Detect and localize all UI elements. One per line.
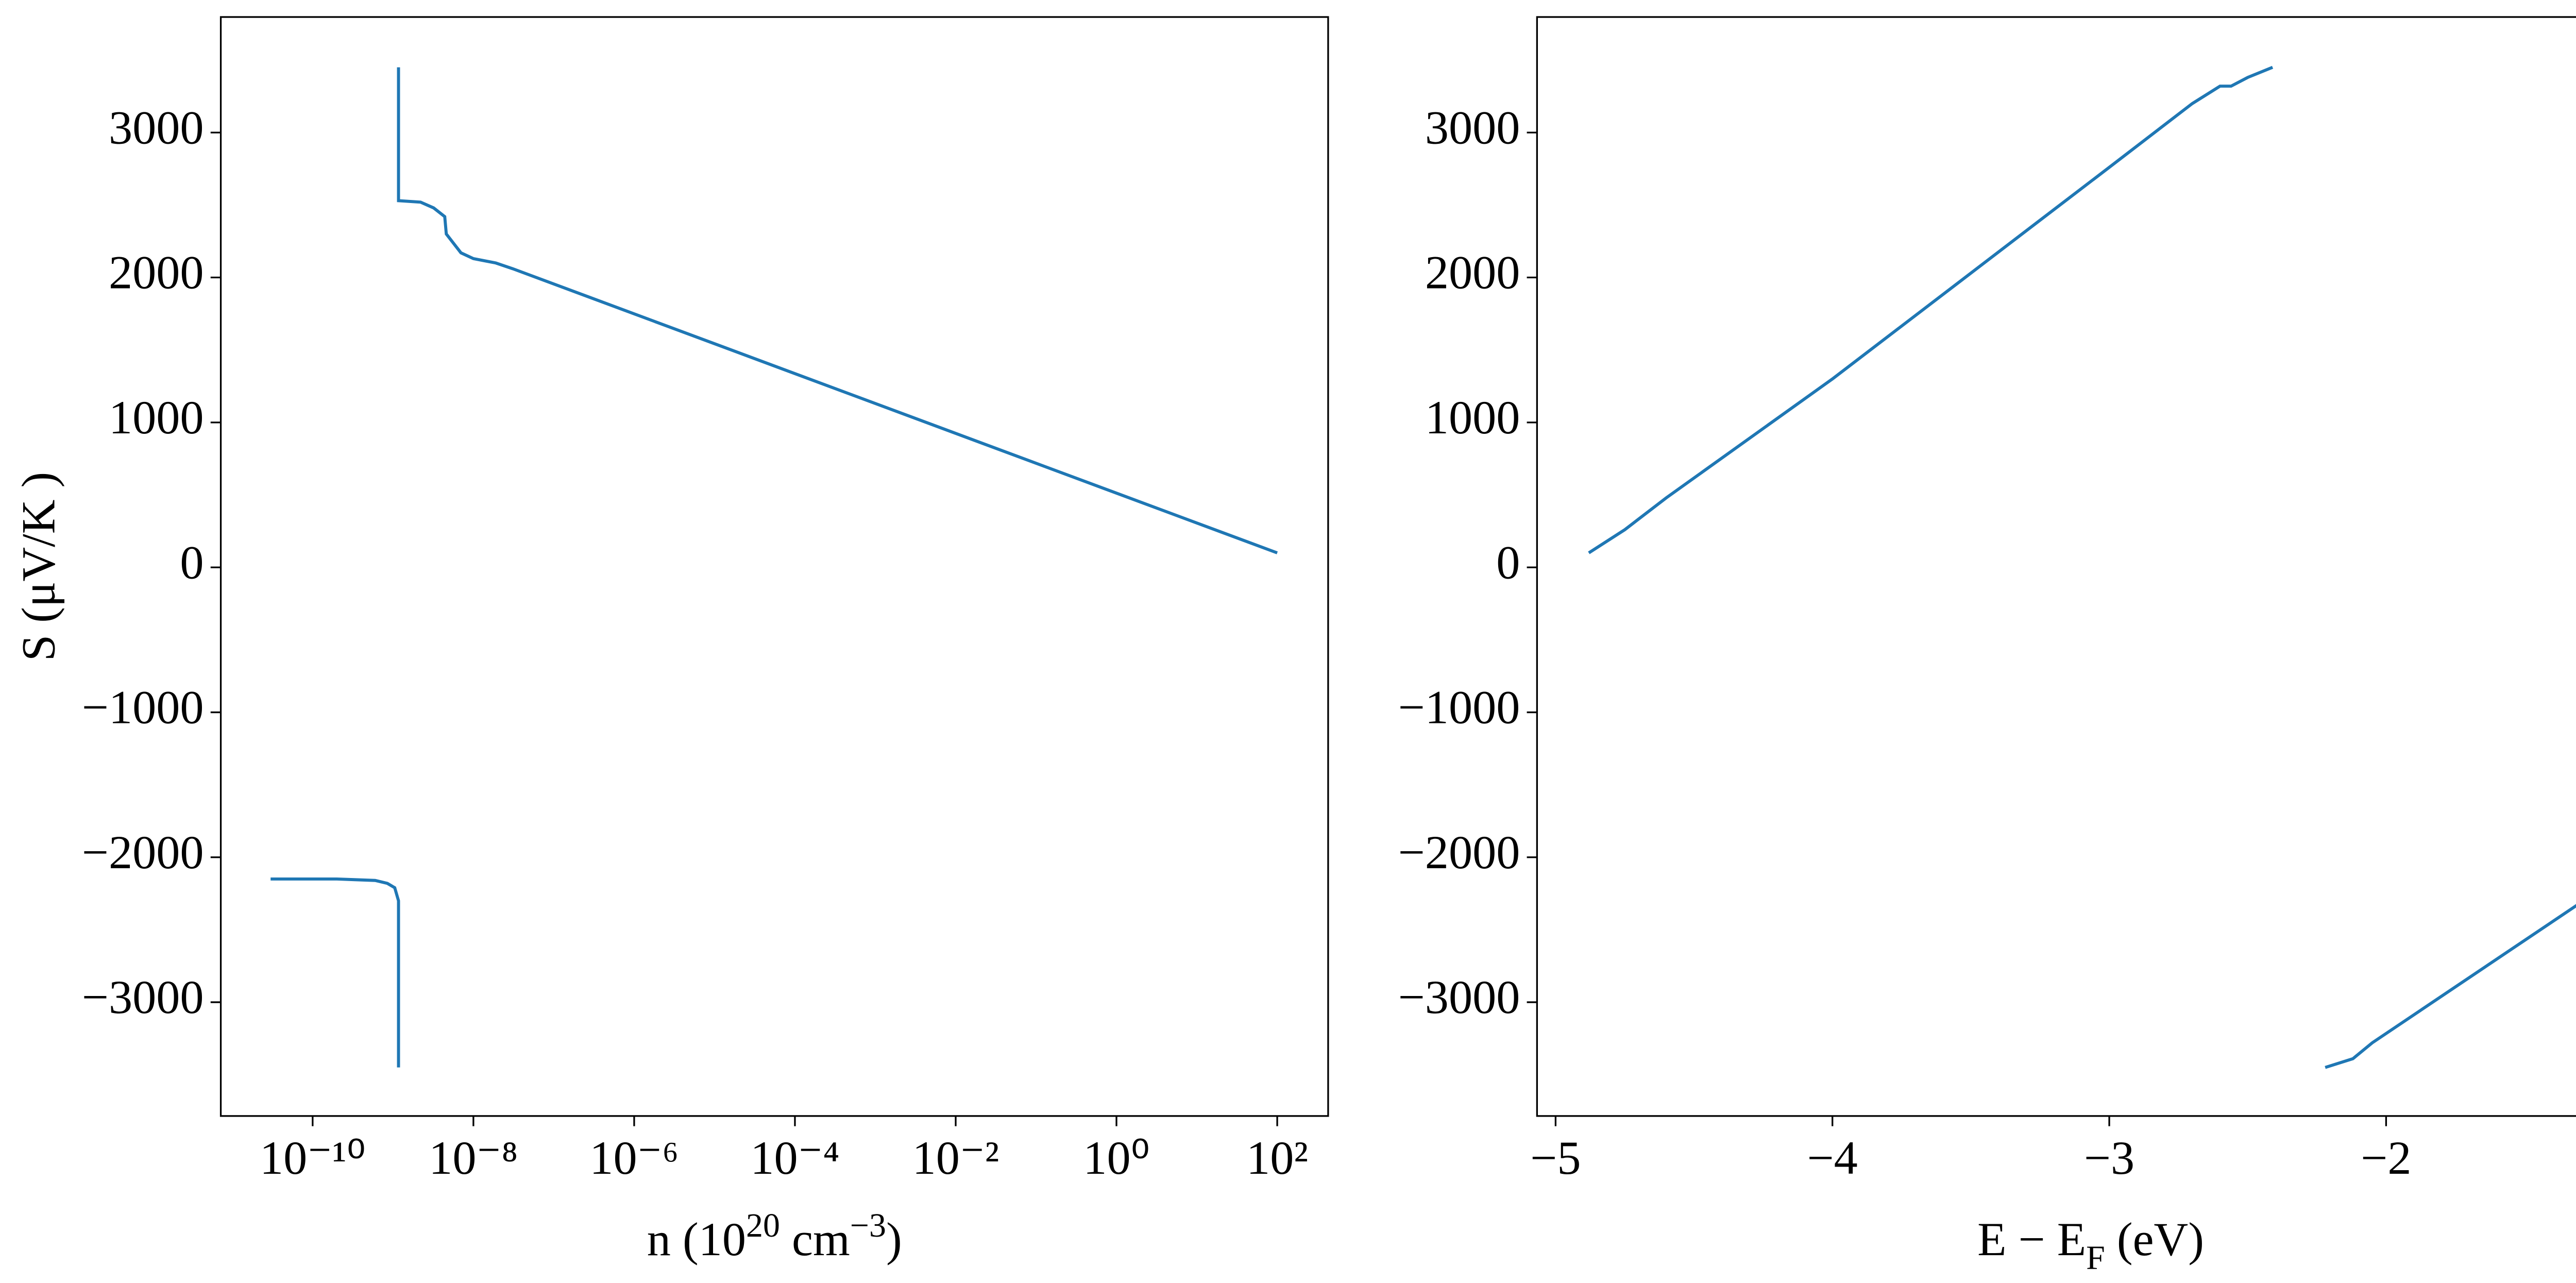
x-axis-label-part: 20 [746,1207,780,1244]
y-tick-label: 2000 [1425,246,1520,299]
y-tick-label: 0 [180,536,204,588]
x-tick-label: 10⁻⁴ [750,1132,839,1184]
plot-frame [219,16,1329,1117]
y-tick-label: 2000 [109,246,204,299]
x-tick-label: 10⁻¹⁰ [260,1132,366,1184]
y-tick-label: 1000 [109,391,204,444]
x-axis-label-part: n (10 [647,1213,746,1265]
x-tick-label: 10⁻⁸ [429,1132,518,1184]
y-tick-label: −2000 [1398,826,1520,879]
x-tick-label: −5 [1530,1132,1581,1184]
y-tick-label: 3000 [109,101,204,154]
y-tick-label: 3000 [1425,101,1520,154]
x-tick-label: −3 [2084,1132,2134,1184]
x-axis-label-part: cm [780,1213,850,1265]
y-tick-label: −1000 [82,681,204,734]
x-axis-label: n (1020 cm−3) [647,1207,902,1265]
y-tick-label: 0 [1496,536,1520,588]
plot-frame [1536,16,2576,1117]
x-axis-label-part: E − E [1977,1213,2086,1265]
y-tick-label: −3000 [82,971,204,1023]
x-tick-label: 10⁰ [1083,1132,1149,1184]
y-tick-label: −1000 [1398,681,1520,734]
x-tick-label: 10⁻² [912,1132,999,1184]
x-tick-label: −2 [2361,1132,2411,1184]
x-axis-label-part: ) [886,1213,902,1265]
x-axis-label: E − EF (eV) [1977,1213,2204,1276]
x-tick-label: 10² [1246,1132,1308,1184]
y-tick-label: −2000 [82,826,204,879]
x-axis-label-part: −3 [850,1207,886,1244]
x-tick-label: −4 [1807,1132,1858,1184]
y-axis-label: S (μV/K ) [12,472,64,661]
x-tick-label: 10⁻⁶ [589,1132,679,1184]
y-tick-label: −3000 [1398,971,1520,1023]
y-tick-label: 1000 [1425,391,1520,444]
x-axis-label-part: (eV) [2105,1213,2204,1265]
data-line [270,67,1278,1068]
x-axis-label-part: F [2086,1239,2105,1277]
data-line [1588,65,2576,1069]
